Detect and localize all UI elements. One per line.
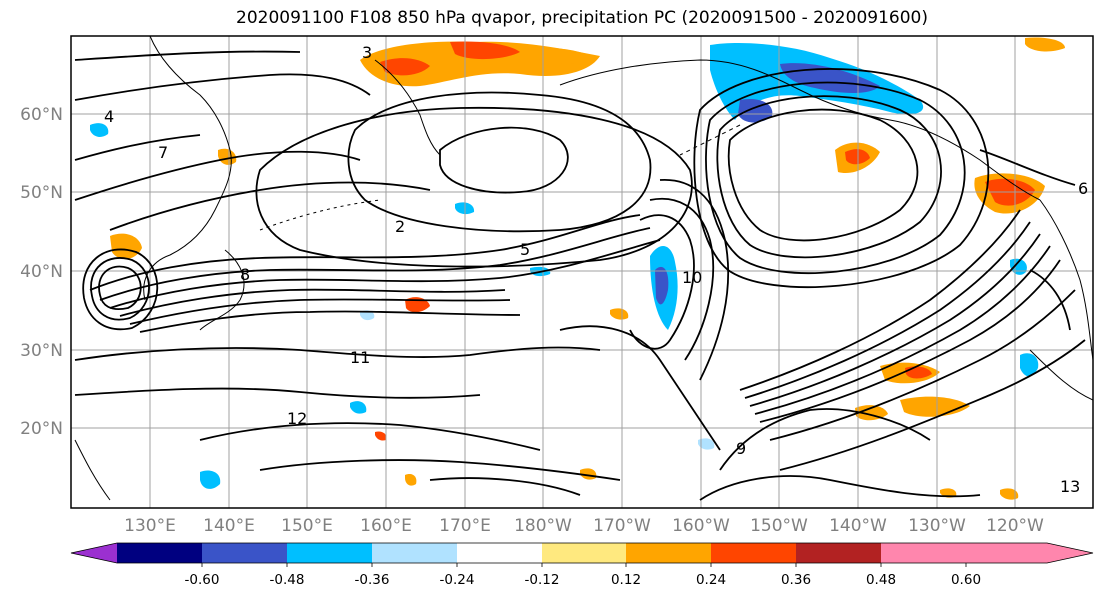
colorbar-tick-label: 0.36 (781, 572, 811, 588)
lon-label: 120°W (986, 516, 1044, 536)
lon-label: 130°W (908, 516, 966, 536)
lon-label: 130°E (124, 516, 176, 536)
lat-label: 60°N (20, 105, 63, 125)
colorbar-tick-label: -0.36 (355, 572, 390, 588)
coastlines (74, 36, 1093, 501)
plot-area (71, 36, 1093, 508)
contour-label: 9 (736, 439, 746, 458)
contour-label: 3 (362, 43, 372, 62)
colorbar-tick-label: 0.48 (866, 572, 896, 588)
colorbar-segment (202, 543, 287, 563)
colorbar-segment (881, 543, 966, 563)
lon-label: 140°W (829, 516, 887, 536)
lon-label: 170°W (593, 516, 651, 536)
colorbar-segment (626, 543, 711, 563)
contour-label: 12 (287, 409, 307, 428)
colorbar-tick-label: 0.12 (611, 572, 641, 588)
lon-label: 150°E (281, 516, 333, 536)
lon-label: 180°W (514, 516, 572, 536)
colorbar-outline (70, 542, 1094, 564)
colorbar-segment (287, 543, 372, 563)
contour-label: 11 (350, 348, 370, 367)
lat-label: 20°N (20, 419, 63, 439)
longitude-labels: 130°E 140°E 150°E 160°E 170°E 180°W 170°… (124, 516, 1044, 536)
colorbar-tick-label: -0.48 (270, 572, 305, 588)
contour-label: 8 (240, 265, 250, 284)
colorbar-segment (796, 543, 881, 563)
lat-label: 30°N (20, 341, 63, 361)
colorbar-segment (711, 543, 796, 563)
contour-label: 10 (682, 268, 702, 287)
colorbar-extend-high (966, 543, 1093, 563)
contour-labels: 3 4 2 5 6 7 8 9 10 11 12 13 (104, 43, 1088, 496)
contour-label: 2 (395, 217, 405, 236)
colorbar-tick-label: -0.24 (440, 572, 475, 588)
contour-label: 5 (520, 240, 530, 259)
colorbar-segment (372, 543, 457, 563)
latitude-labels: 60°N 50°N 40°N 30°N 20°N (20, 105, 63, 439)
map-title: 2020091100 F108 850 hPa qvapor, precipit… (236, 8, 928, 28)
colorbar-segment (117, 543, 202, 563)
lon-label: 160°W (672, 516, 730, 536)
colorbar-tick-label: -0.60 (185, 572, 220, 588)
colorbar: -0.60 -0.48 -0.36 -0.24 -0.12 0.12 0.24 … (70, 542, 1094, 588)
contour-label: 6 (1078, 179, 1088, 198)
colorbar-tick-label: 0.24 (696, 572, 726, 588)
colorbar-tick-label: 0.60 (951, 572, 981, 588)
qvapor-contours (74, 50, 1086, 501)
lon-label: 140°E (203, 516, 255, 536)
contour-label: 13 (1060, 477, 1080, 496)
contour-label: 7 (158, 143, 168, 162)
contour-label: 4 (104, 107, 114, 126)
colorbar-extend-low (71, 543, 117, 563)
colorbar-segment (542, 543, 626, 563)
lon-label: 150°W (750, 516, 808, 536)
lon-label: 160°E (360, 516, 412, 536)
plot-frame (70, 35, 1094, 509)
lat-label: 50°N (20, 183, 63, 203)
colorbar-tick-label: -0.12 (525, 572, 560, 588)
lon-label: 170°E (439, 516, 491, 536)
colorbar-segment (457, 543, 542, 563)
lat-label: 40°N (20, 262, 63, 282)
